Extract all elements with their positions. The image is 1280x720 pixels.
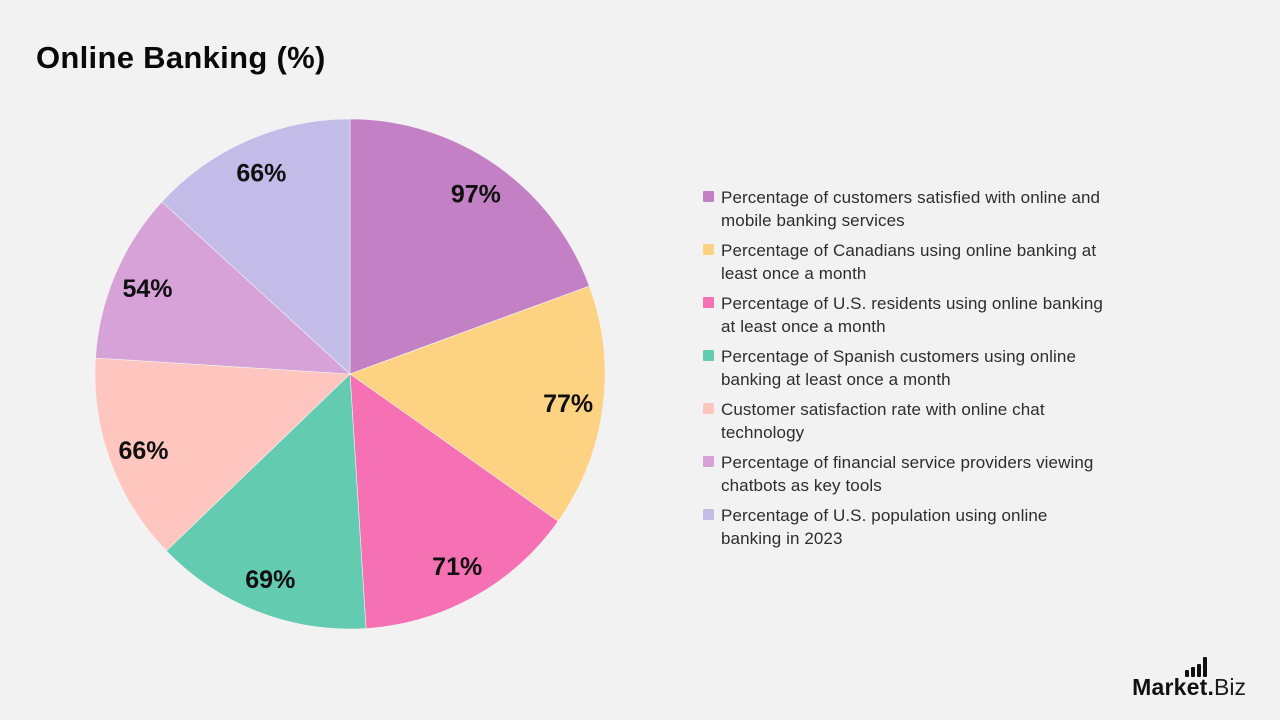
brand-logo: Market.Biz (1096, 652, 1246, 702)
legend-label: Percentage of U.S. residents using onlin… (721, 294, 1103, 336)
legend-swatch (703, 244, 714, 255)
legend-swatch (703, 509, 714, 520)
legend-label: Percentage of customers satisfied with o… (721, 188, 1101, 230)
legend-swatch (703, 191, 714, 202)
legend-item: Percentage of customers satisfied with o… (703, 186, 1155, 232)
pie-slice-6 (95, 201, 351, 375)
legend-label: Customer satisfaction rate with online c… (721, 400, 1045, 442)
brand-name: Market.Biz (1132, 672, 1246, 702)
legend-item: Percentage of U.S. residents using onlin… (703, 292, 1155, 338)
legend-label: Percentage of financial service provider… (721, 453, 1094, 495)
legend-label: Percentage of U.S. population using onli… (721, 506, 1048, 548)
legend-label: Percentage of Canadians using online ban… (721, 241, 1097, 283)
slice-value-label: 97% (451, 181, 501, 209)
slice-value-label: 71% (432, 553, 482, 581)
legend-item: Percentage of financial service provider… (703, 451, 1155, 497)
bar-chart-icon (1185, 657, 1207, 677)
pie-slice-7 (161, 118, 351, 375)
legend: Percentage of customers satisfied with o… (703, 186, 1155, 550)
slice-value-label: 54% (122, 275, 172, 303)
legend-label: Percentage of Spanish customers using on… (721, 347, 1076, 389)
legend-item: Percentage of Spanish customers using on… (703, 345, 1155, 391)
slice-value-label: 66% (118, 437, 168, 465)
page-title: Online Banking (%) (36, 40, 326, 75)
legend-swatch (703, 297, 714, 308)
pie-slice-5 (94, 357, 351, 552)
legend-item: Percentage of Canadians using online ban… (703, 239, 1155, 285)
pie-chart: 97% 77% 71% 69% 66% 54% 66% (94, 118, 606, 630)
pie-slice-1 (349, 118, 590, 375)
legend-item: Customer satisfaction rate with online c… (703, 398, 1155, 444)
slice-value-label: 69% (245, 566, 295, 594)
legend-swatch (703, 403, 714, 414)
legend-item: Percentage of U.S. population using onli… (703, 504, 1155, 550)
slice-value-label: 66% (236, 160, 286, 188)
pie-slice-2 (349, 285, 606, 522)
legend-swatch (703, 456, 714, 467)
brand-name-light: Biz (1214, 674, 1246, 700)
pie-slice-3 (349, 373, 559, 629)
legend-swatch (703, 350, 714, 361)
pie-slice-4 (165, 373, 367, 630)
slice-value-label: 77% (543, 390, 593, 418)
brand-name-bold: Market. (1132, 674, 1215, 700)
